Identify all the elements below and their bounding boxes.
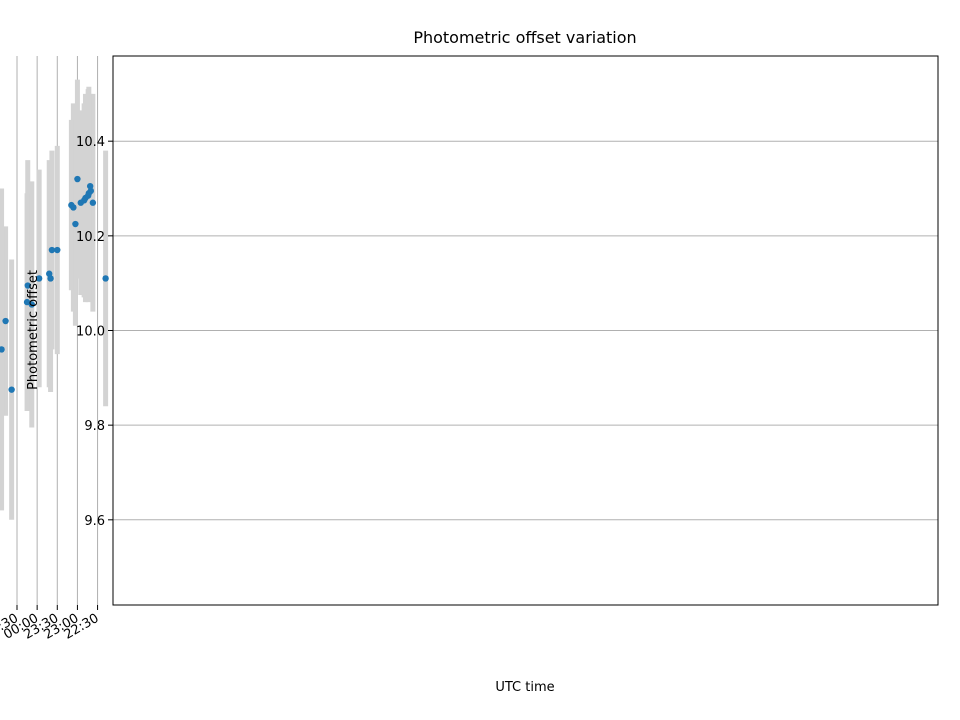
data-point [89, 199, 97, 206]
data-point [74, 175, 81, 183]
data-point [46, 270, 53, 277]
y-tick-label: 9.8 [84, 419, 105, 434]
data-point [68, 201, 75, 209]
data-point [86, 182, 94, 190]
data-point [48, 246, 56, 254]
data-point [24, 282, 31, 289]
x-axis-label: UTC time [495, 680, 554, 695]
data-point [23, 298, 31, 306]
data-point [77, 199, 84, 206]
data-point [35, 275, 43, 282]
data-point [72, 220, 79, 228]
data-point [102, 275, 109, 282]
data-point [0, 346, 5, 353]
y-tick-label: 10.4 [76, 135, 105, 150]
y-tick-label: 10.0 [76, 325, 105, 340]
y-tick-label: 10.2 [76, 230, 105, 245]
chart-title: Photometric offset variation [413, 28, 636, 47]
data-point [8, 386, 15, 393]
data-point [2, 317, 9, 325]
y-axis-ticks: 9.6 9.8 10.0 10.2 10.4 [76, 135, 113, 529]
data-points [0, 175, 109, 393]
data-point [54, 246, 61, 254]
y-axis-label: Photometric offset [26, 270, 41, 390]
y-tick-label: 9.6 [84, 514, 105, 529]
